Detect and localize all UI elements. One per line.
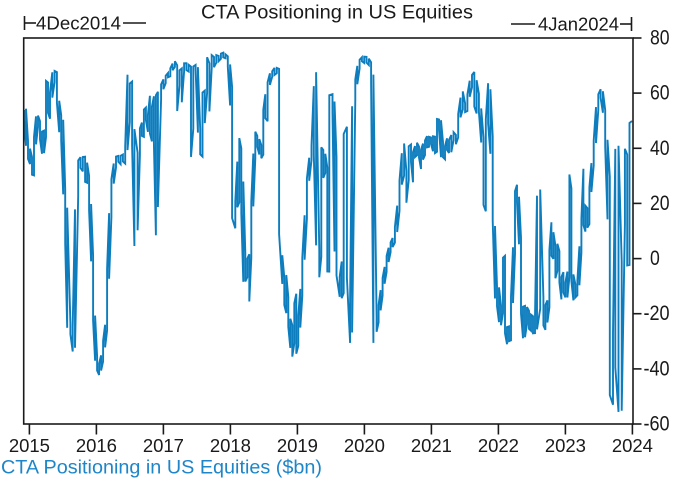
svg-text:2017: 2017 bbox=[143, 435, 184, 456]
svg-text:2020: 2020 bbox=[344, 435, 385, 456]
svg-text:2024: 2024 bbox=[612, 435, 653, 456]
svg-text:-20: -20 bbox=[644, 302, 670, 325]
svg-text:CTA Positioning in US Equities: CTA Positioning in US Equities ($bn) bbox=[1, 457, 322, 479]
svg-text:2023: 2023 bbox=[545, 435, 586, 456]
svg-text:2015: 2015 bbox=[9, 435, 50, 456]
svg-text:2021: 2021 bbox=[411, 435, 452, 456]
svg-text:2019: 2019 bbox=[277, 435, 318, 456]
svg-text:60: 60 bbox=[650, 82, 670, 105]
svg-text:CTA Positioning in US Equities: CTA Positioning in US Equities bbox=[201, 2, 473, 24]
svg-text:2022: 2022 bbox=[478, 435, 519, 456]
svg-text:4Jan2024: 4Jan2024 bbox=[538, 14, 619, 35]
svg-text:2018: 2018 bbox=[210, 435, 251, 456]
svg-text:80: 80 bbox=[650, 27, 670, 50]
svg-text:-40: -40 bbox=[644, 357, 670, 380]
svg-text:0: 0 bbox=[650, 247, 660, 270]
svg-text:20: 20 bbox=[650, 192, 670, 215]
svg-text:4Dec2014: 4Dec2014 bbox=[36, 13, 121, 34]
svg-text:2016: 2016 bbox=[76, 435, 117, 456]
svg-text:40: 40 bbox=[650, 137, 670, 160]
svg-text:-60: -60 bbox=[644, 413, 670, 436]
